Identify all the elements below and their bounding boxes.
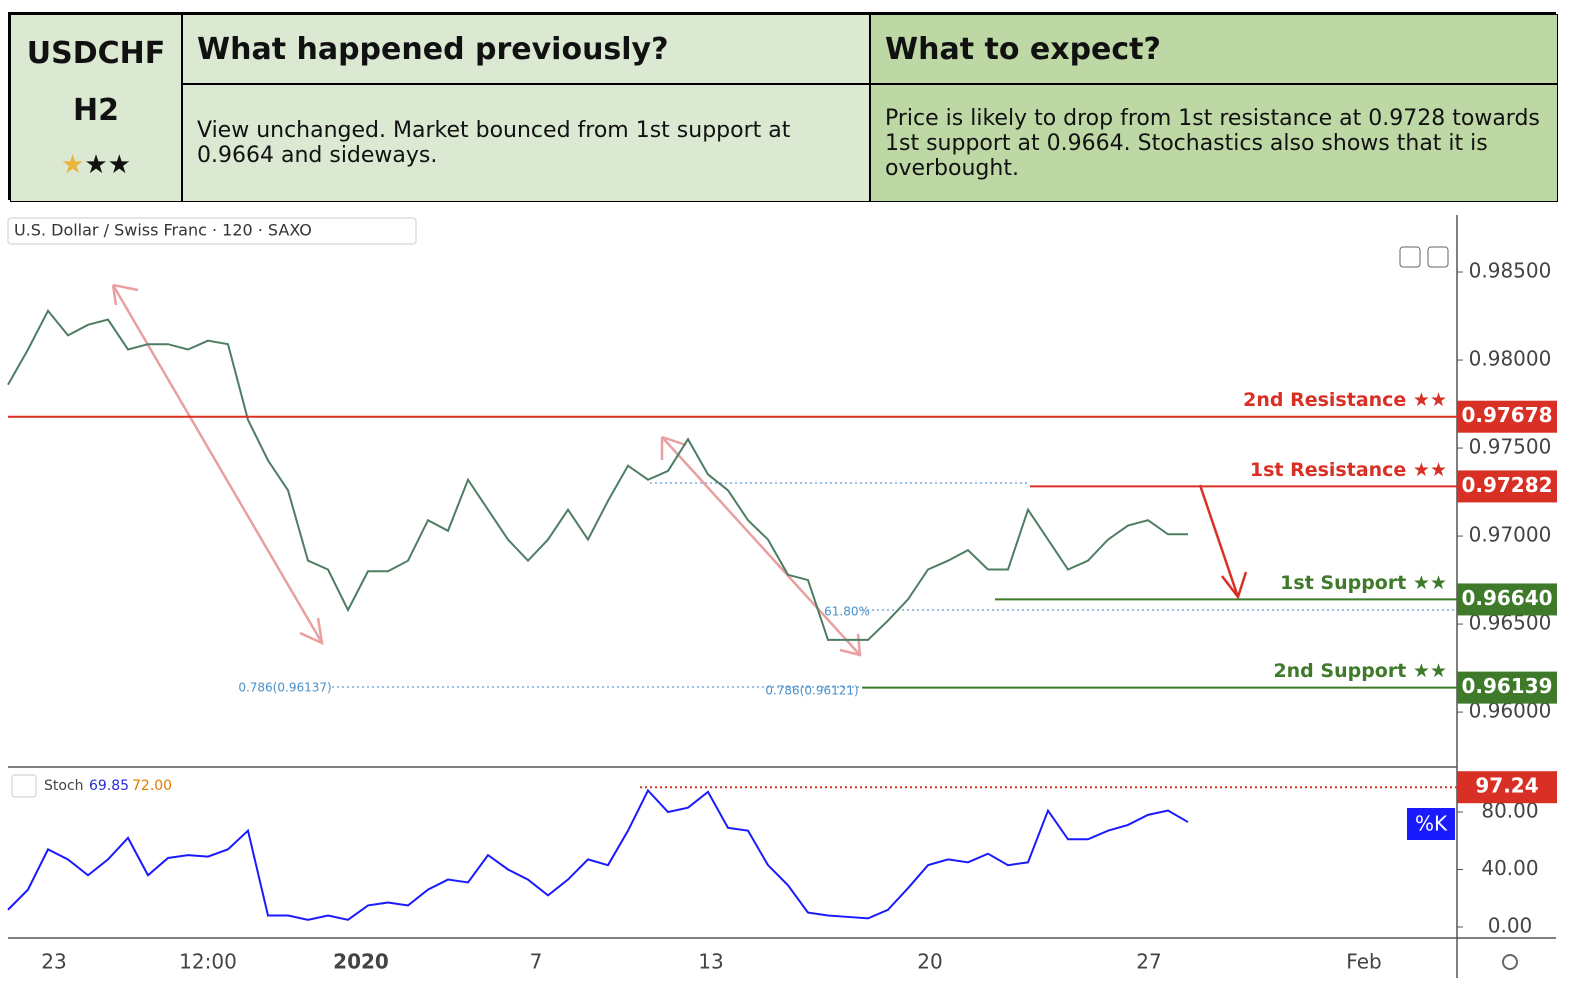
expect-text: Price is likely to drop from 1st resista… (870, 84, 1558, 202)
y-tick-label: 0.97500 (1469, 435, 1552, 459)
y-tick-label: 40.00 (1481, 856, 1538, 880)
x-tick-label: 13 (698, 950, 723, 974)
series-line (7, 308, 1188, 641)
download-icon[interactable] (1399, 246, 1421, 268)
level-label: 0.96139 (1461, 674, 1552, 698)
column-header: What happened previously? (182, 14, 870, 84)
fib-label: 0.786(0.96137) (238, 681, 331, 695)
symbol-cell: USDCHF H2 ★★★ (10, 14, 182, 202)
indicator-value: 72.00 (132, 778, 172, 794)
level-name: 1st Resistance ★★ (1250, 459, 1447, 481)
timeframe: H2 (73, 93, 119, 128)
arrows (111, 283, 862, 657)
symbol: USDCHF (26, 36, 166, 71)
level-box (1457, 671, 1557, 704)
level-label: 0.97678 (1461, 403, 1552, 427)
level-box (1457, 400, 1557, 433)
header-table: USDCHF H2 ★★★ What happened previously? … (8, 12, 1558, 202)
fib-label: 61.80% (824, 605, 870, 619)
fib-label: 0.786(0.96121) (765, 684, 858, 698)
legend-label: %K (1415, 812, 1448, 836)
level-box (1457, 583, 1557, 616)
level-name: 2nd Support ★★ (1273, 660, 1447, 682)
level-name: 1st Support ★★ (1280, 572, 1447, 594)
indicator-title: Stoch (44, 778, 84, 794)
level-label: 0.96640 (1461, 586, 1552, 610)
legend-box (7, 217, 417, 245)
toolbar-icons[interactable] (1399, 246, 1518, 970)
settings-icon[interactable] (1502, 954, 1518, 970)
x-tick-label: Feb (1346, 950, 1381, 974)
symbol-title: U.S. Dollar / Swiss Franc · 120 · SAXO (14, 221, 312, 240)
level-label: 97.24 (1475, 774, 1538, 798)
x-tick-label: 27 (1136, 950, 1161, 974)
series-line (7, 788, 1189, 921)
star: ★ (61, 150, 85, 180)
level-box (1457, 771, 1557, 804)
legend-swatch (1407, 808, 1455, 840)
fullscreen-icon[interactable] (1427, 246, 1449, 268)
star: ★ (84, 150, 108, 180)
x-tick-label: 7 (530, 950, 543, 974)
star: ★ (107, 150, 131, 180)
forecast-arrow (1198, 484, 1248, 600)
level-label: 0.97282 (1461, 473, 1552, 497)
y-tick-label: 0.98500 (1469, 259, 1552, 283)
y-tick-label: 0.00 (1488, 914, 1533, 938)
level-name: 2nd Resistance ★★ (1243, 389, 1447, 411)
trend-arrow (660, 435, 862, 657)
y-tick-label: 0.98000 (1469, 347, 1552, 371)
x-tick-label: 23 (41, 950, 66, 974)
x-tick-label: 20 (917, 950, 942, 974)
x-tick-label: 2020 (333, 950, 389, 974)
column-header: What to expect? (870, 14, 1558, 84)
indicator-value: 69.85 (89, 778, 129, 794)
y-tick-label: 0.97000 (1469, 523, 1552, 547)
previous-text: View unchanged. Market bounced from 1st … (182, 84, 870, 202)
rating: ★★★ (61, 150, 131, 180)
fib-lines (332, 482, 1457, 688)
collapse-button[interactable] (11, 774, 37, 798)
level-box (1457, 470, 1557, 503)
trend-arrow (111, 283, 324, 646)
x-tick-label: 12:00 (179, 950, 237, 974)
